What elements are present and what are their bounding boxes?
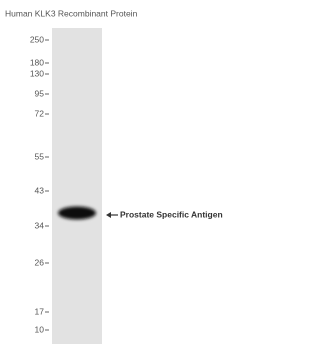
band-arrowhead (106, 212, 111, 218)
marker-label: 34 (35, 220, 45, 230)
marker-label: 250 (30, 34, 44, 44)
marker-label: 26 (35, 257, 45, 267)
marker-label: 72 (35, 108, 45, 118)
marker-label: 10 (35, 324, 45, 334)
marker-label: 55 (35, 151, 45, 161)
marker-label: 95 (35, 88, 45, 98)
marker-label: 130 (30, 68, 44, 78)
marker-label: 180 (30, 57, 44, 67)
figure-title: Human KLK3 Recombinant Protein (5, 8, 138, 18)
blot-figure: Human KLK3 Recombinant Protein Prostate … (0, 0, 249, 344)
marker-label: 17 (35, 306, 45, 316)
protein-band (58, 207, 96, 220)
band-label: Prostate Specific Antigen (120, 209, 223, 219)
gel-lane (52, 28, 102, 344)
marker-label: 43 (35, 185, 45, 195)
